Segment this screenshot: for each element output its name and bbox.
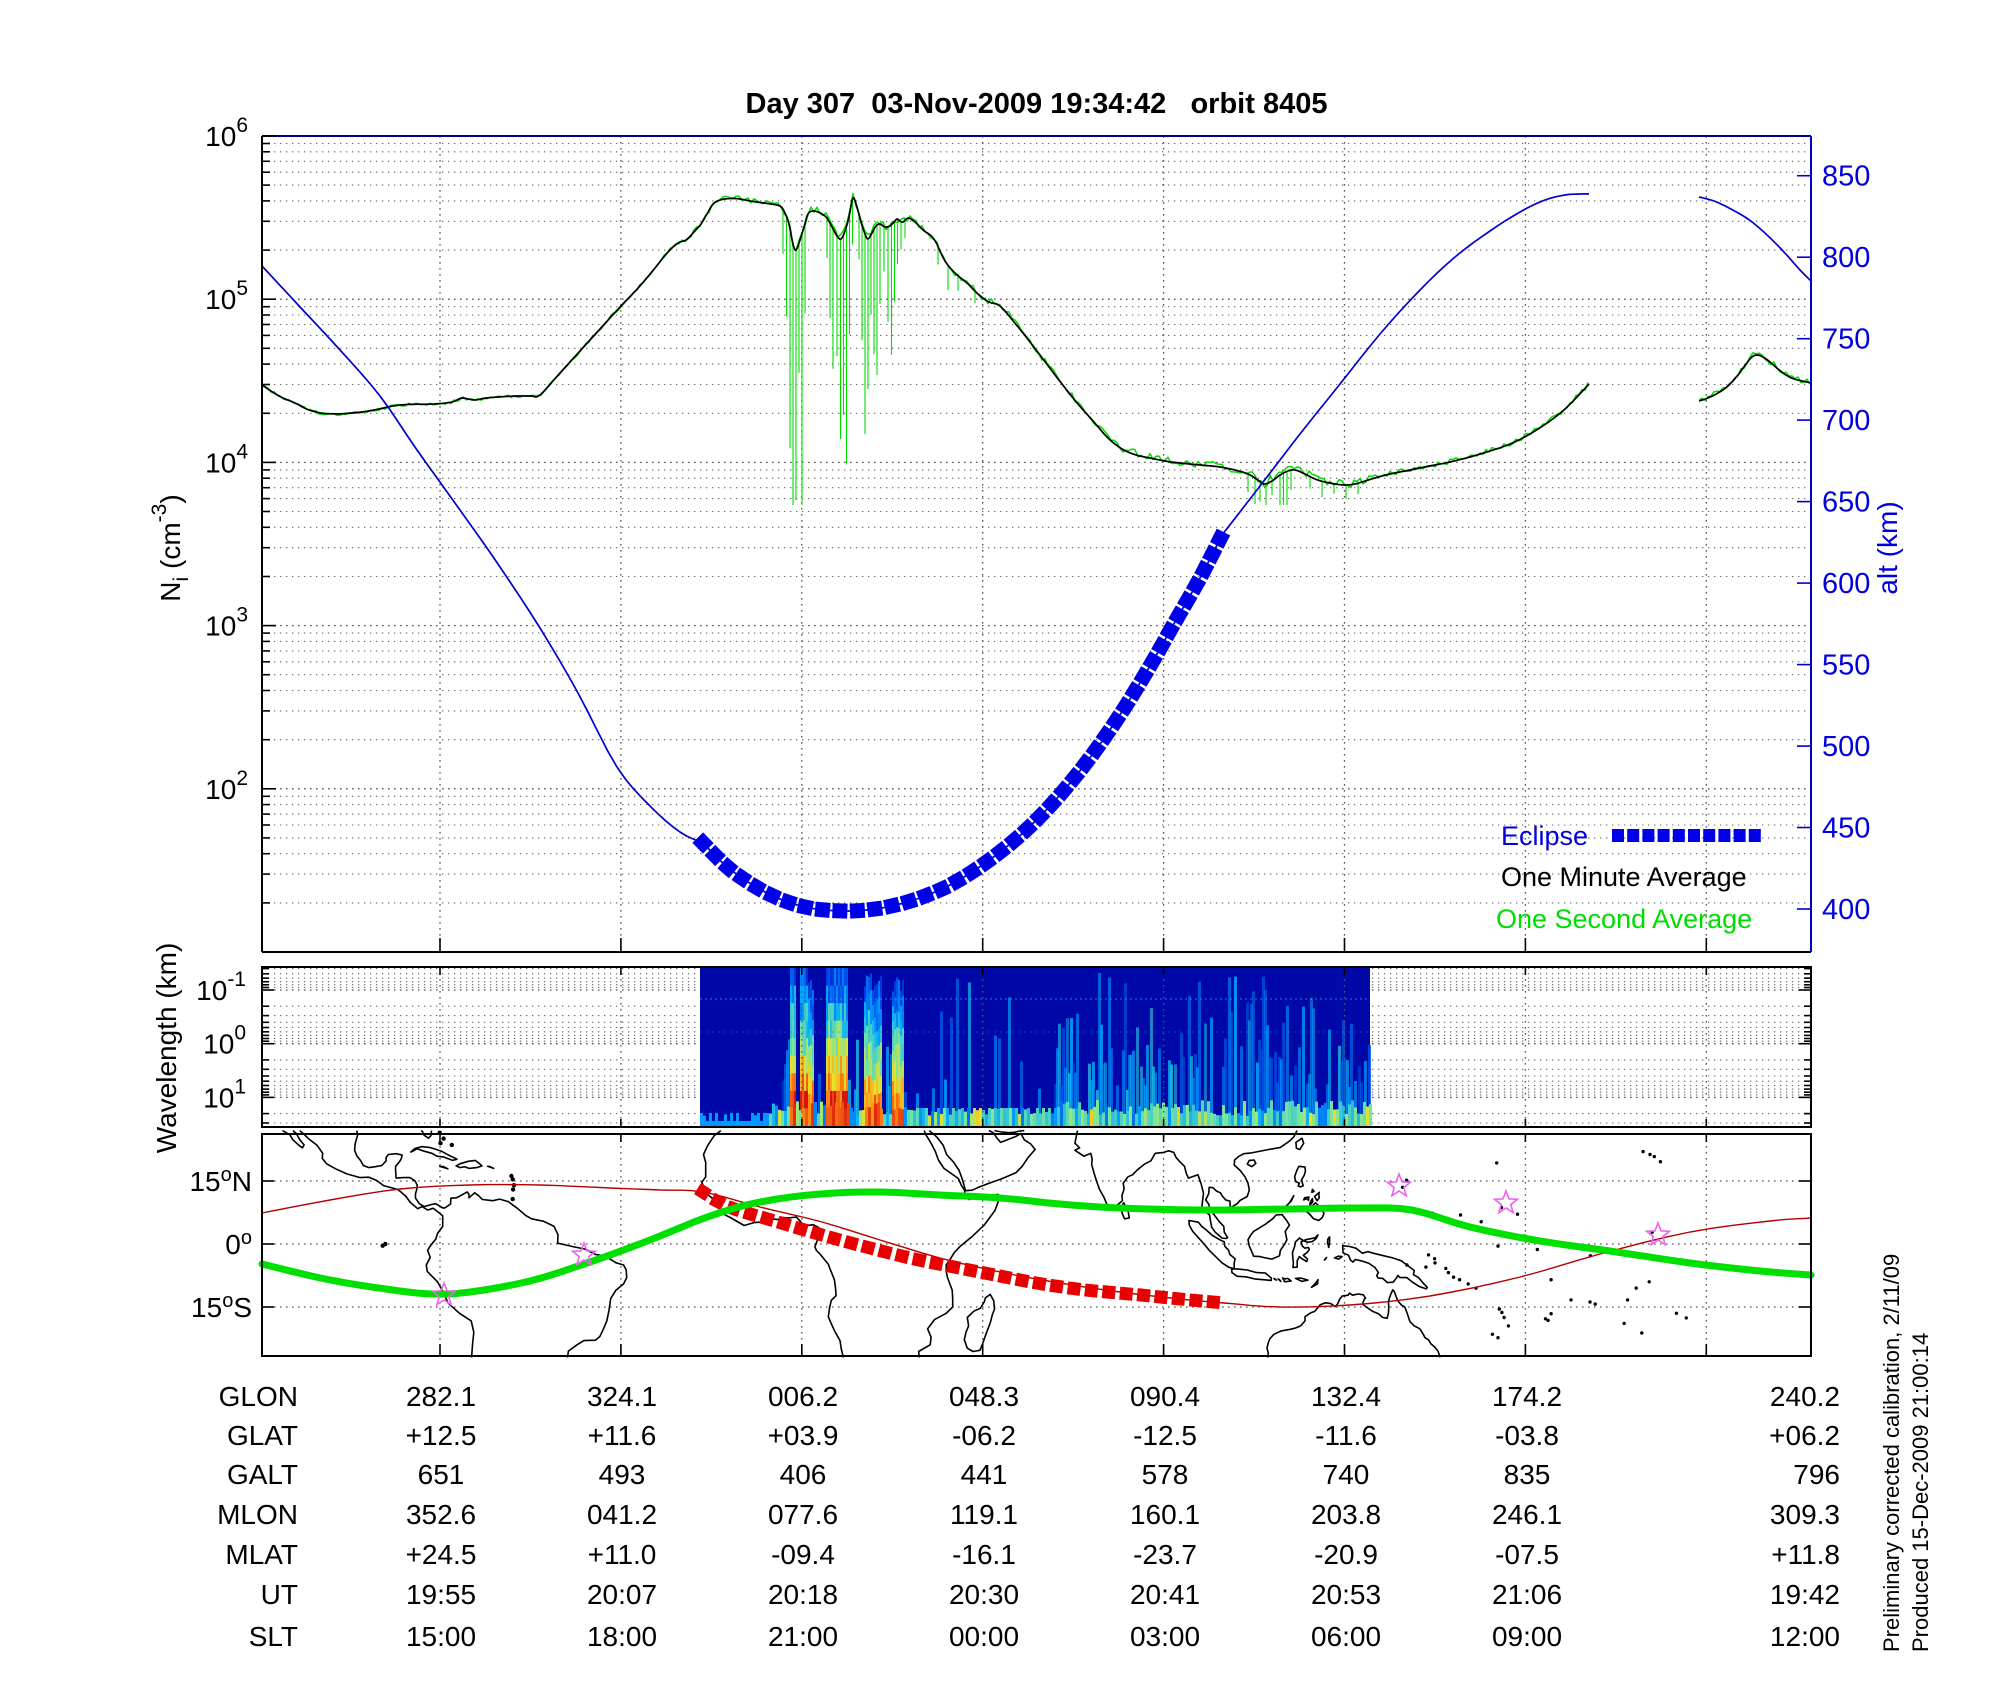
svg-text:578: 578 [1142,1459,1189,1490]
svg-text:GLON: GLON [219,1381,298,1412]
svg-text:Ni (cm-3): Ni (cm-3) [148,494,193,601]
svg-text:-20.9: -20.9 [1314,1539,1378,1570]
svg-text:700: 700 [1822,405,1870,437]
svg-text:-07.5: -07.5 [1495,1539,1559,1570]
svg-text:309.3: 309.3 [1770,1499,1840,1530]
svg-text:550: 550 [1822,650,1870,682]
svg-text:Produced 15-Dec-2009 21:00:14: Produced 15-Dec-2009 21:00:14 [1908,1333,1933,1652]
svg-text:One Minute Average: One Minute Average [1501,862,1747,892]
svg-text:+06.2: +06.2 [1769,1420,1840,1451]
svg-text:-23.7: -23.7 [1133,1539,1197,1570]
svg-text:406: 406 [780,1459,827,1490]
svg-text:15oS: 15oS [191,1290,252,1323]
svg-text:835: 835 [1504,1459,1551,1490]
svg-text:174.2: 174.2 [1492,1381,1562,1412]
svg-text:MLAT: MLAT [225,1539,298,1570]
svg-text:MLON: MLON [217,1499,298,1530]
svg-text:-03.8: -03.8 [1495,1420,1559,1451]
svg-text:Preliminary corrected calibrat: Preliminary corrected calibration, 2/11/… [1879,1254,1904,1652]
svg-text:048.3: 048.3 [949,1381,1019,1412]
svg-text:18:00: 18:00 [587,1621,657,1652]
svg-text:+03.9: +03.9 [768,1420,839,1451]
svg-text:246.1: 246.1 [1492,1499,1562,1530]
svg-text:450: 450 [1822,813,1870,845]
svg-text:-11.6: -11.6 [1315,1420,1377,1451]
svg-text:352.6: 352.6 [406,1499,476,1530]
svg-text:+11.6: +11.6 [588,1420,657,1451]
svg-text:-12.5: -12.5 [1133,1420,1197,1451]
svg-text:Eclipse: Eclipse [1501,821,1588,851]
svg-text:796: 796 [1793,1459,1840,1490]
svg-text:SLT: SLT [249,1621,298,1652]
svg-text:21:00: 21:00 [768,1621,838,1652]
svg-text:750: 750 [1822,324,1870,356]
svg-text:09:00: 09:00 [1492,1621,1562,1652]
svg-text:740: 740 [1323,1459,1370,1490]
svg-text:UT: UT [261,1579,298,1610]
svg-text:12:00: 12:00 [1770,1621,1840,1652]
svg-text:240.2: 240.2 [1770,1381,1840,1412]
svg-text:-09.4: -09.4 [771,1539,835,1570]
svg-text:203.8: 203.8 [1311,1499,1381,1530]
svg-text:15:00: 15:00 [406,1621,476,1652]
svg-text:03:00: 03:00 [1130,1621,1200,1652]
svg-text:090.4: 090.4 [1130,1381,1200,1412]
svg-text:850: 850 [1822,161,1870,193]
svg-text:441: 441 [961,1459,1008,1490]
svg-text:00:00: 00:00 [949,1621,1019,1652]
svg-text:06:00: 06:00 [1311,1621,1381,1652]
svg-text:119.1: 119.1 [950,1499,1018,1530]
svg-text:+24.5: +24.5 [406,1539,477,1570]
svg-text:+12.5: +12.5 [406,1420,477,1451]
svg-text:-16.1: -16.1 [952,1539,1016,1570]
svg-text:19:55: 19:55 [406,1579,476,1610]
svg-text:132.4: 132.4 [1311,1381,1381,1412]
svg-text:651: 651 [418,1459,465,1490]
svg-text:600: 600 [1822,568,1870,600]
svg-text:+11.8: +11.8 [1771,1539,1840,1570]
svg-text:20:53: 20:53 [1311,1579,1381,1610]
svg-text:20:41: 20:41 [1130,1579,1200,1610]
svg-text:282.1: 282.1 [406,1381,476,1412]
svg-text:20:30: 20:30 [949,1579,1019,1610]
svg-text:+11.0: +11.0 [588,1539,657,1570]
svg-text:006.2: 006.2 [768,1381,838,1412]
svg-text:Wavelength (km): Wavelength (km) [151,943,182,1154]
svg-text:800: 800 [1822,242,1870,274]
svg-text:20:07: 20:07 [587,1579,657,1610]
svg-text:Day 307 03-Nov-2009 19:34:42: Day 307 03-Nov-2009 19:34:42 orbit 8405 [746,88,1328,120]
svg-text:400: 400 [1822,894,1870,926]
svg-text:101: 101 [203,1075,246,1113]
svg-text:20:18: 20:18 [768,1579,838,1610]
svg-text:500: 500 [1822,731,1870,763]
svg-text:077.6: 077.6 [768,1499,838,1530]
svg-text:GALT: GALT [227,1459,298,1490]
svg-text:alt (km): alt (km) [1872,501,1903,594]
svg-text:-06.2: -06.2 [952,1420,1016,1451]
svg-text:160.1: 160.1 [1130,1499,1200,1530]
svg-text:21:06: 21:06 [1492,1579,1562,1610]
svg-text:One Second Average: One Second Average [1496,904,1752,934]
svg-text:041.2: 041.2 [587,1499,657,1530]
svg-text:650: 650 [1822,487,1870,519]
svg-text:19:42: 19:42 [1770,1579,1840,1610]
svg-text:493: 493 [599,1459,646,1490]
svg-text:GLAT: GLAT [227,1420,298,1451]
svg-text:324.1: 324.1 [587,1381,657,1412]
svg-text:104: 104 [205,440,248,478]
